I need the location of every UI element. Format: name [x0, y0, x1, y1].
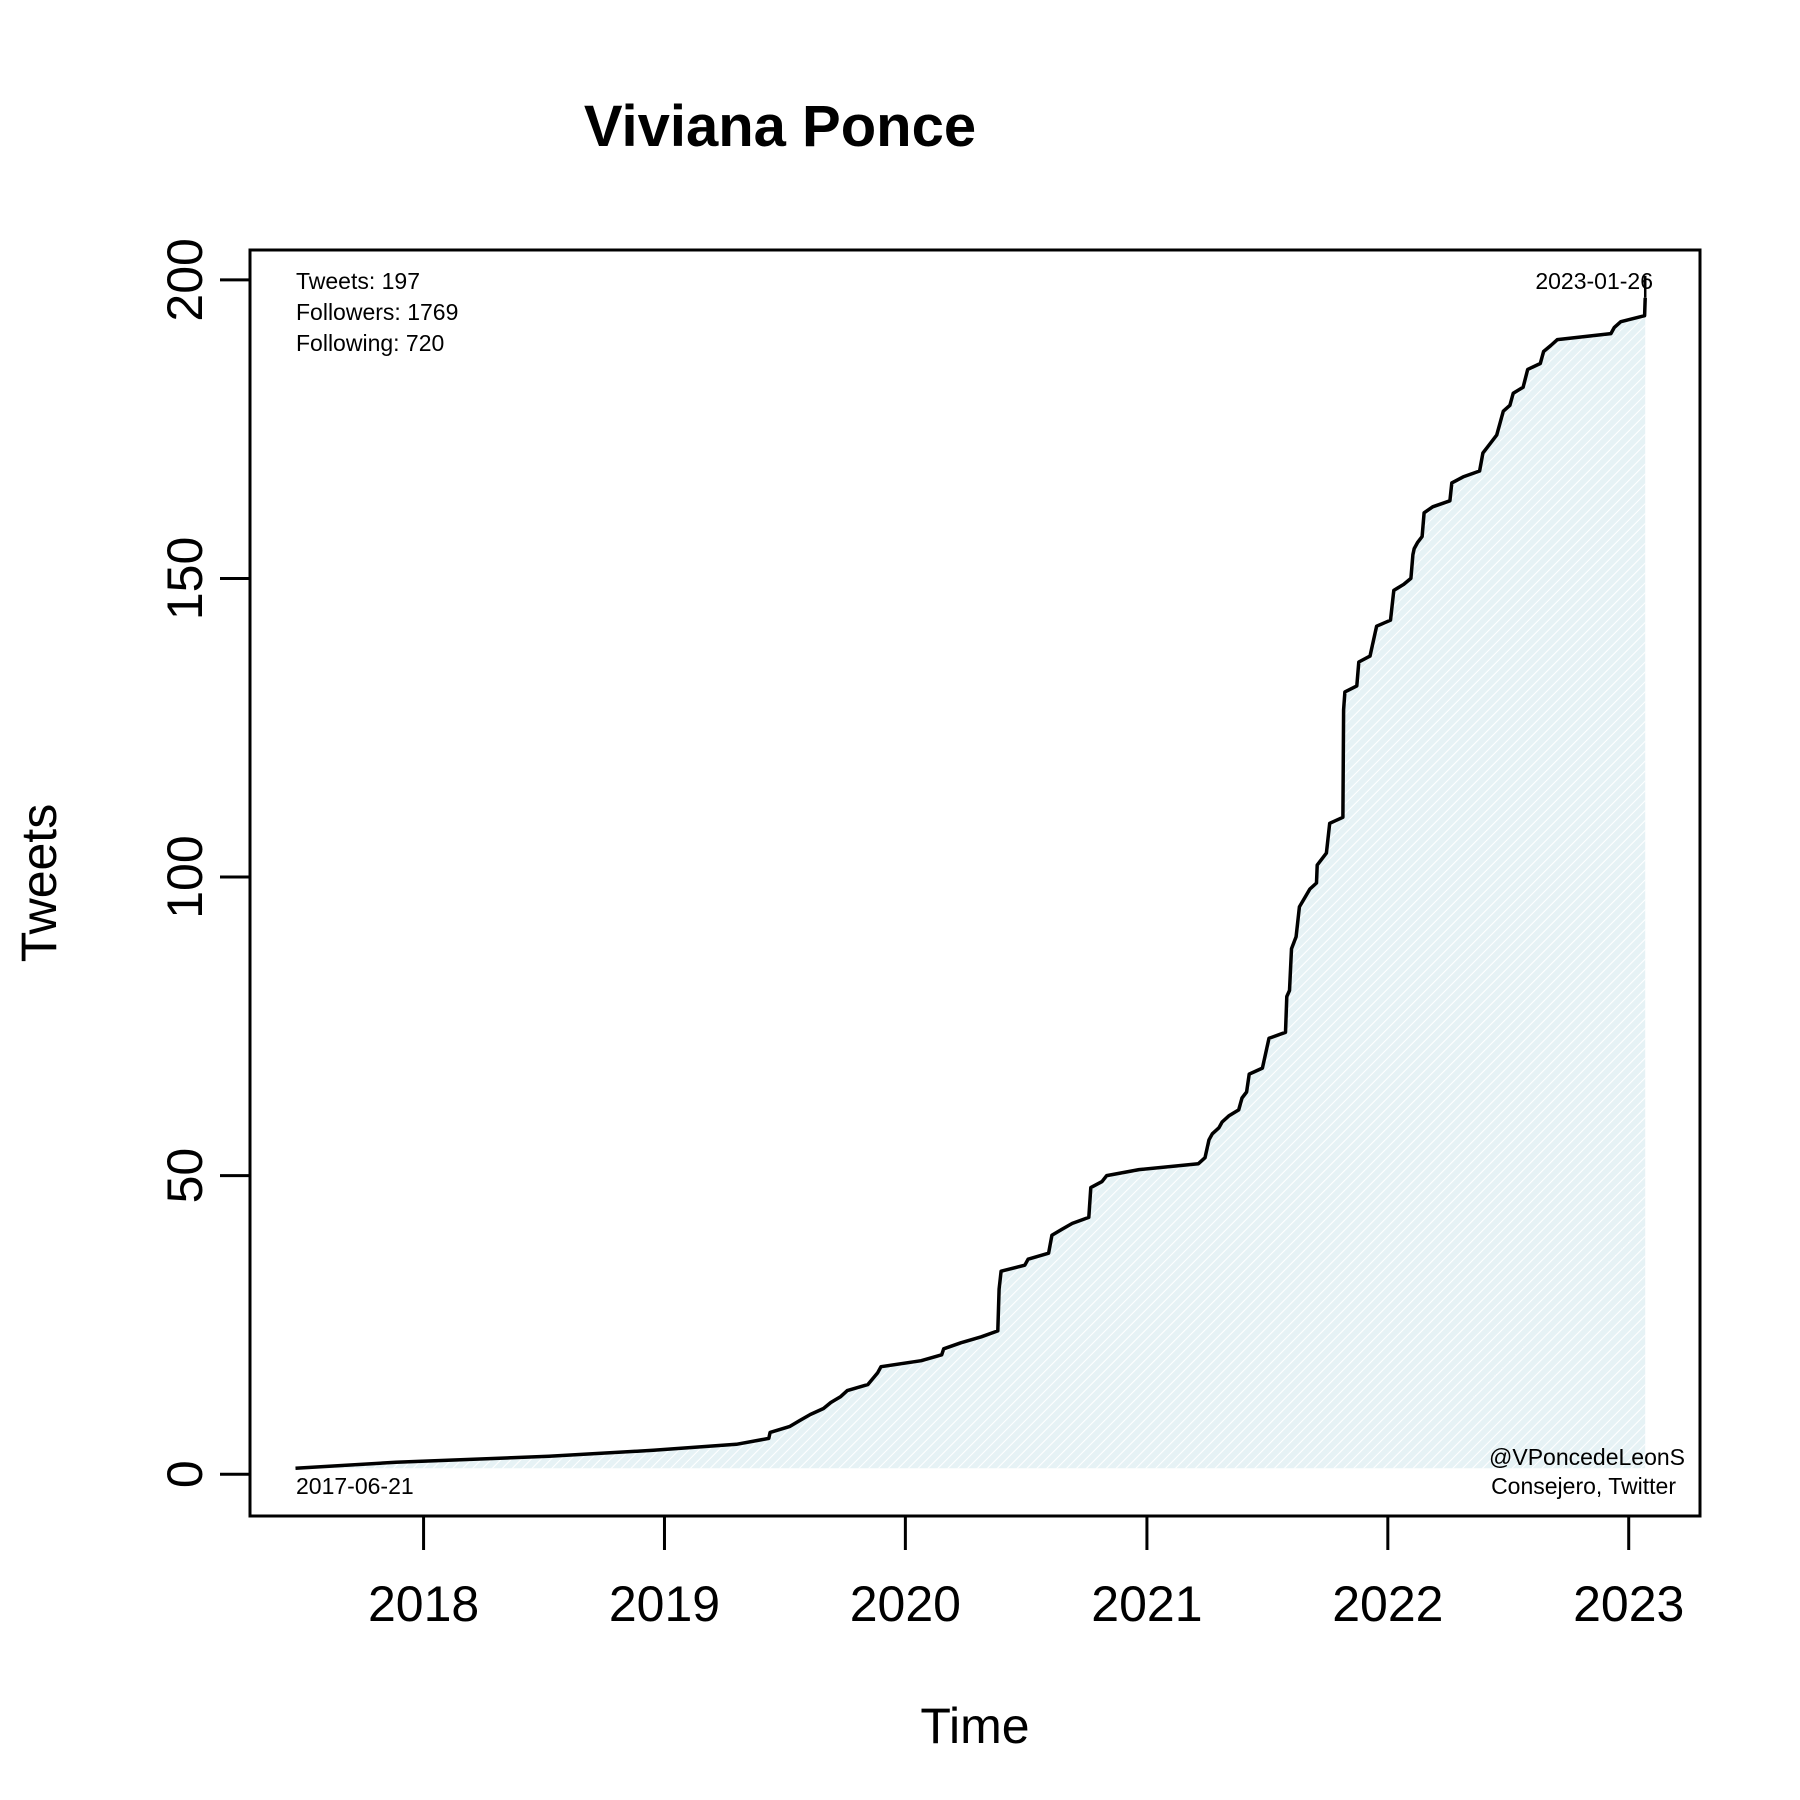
series-layer [295, 275, 1647, 1470]
y-axis-title: Tweets [11, 804, 67, 962]
plot-frame [248, 248, 1702, 1518]
y-tick-label: 200 [157, 238, 213, 321]
end-date-label: 2023-01-26 [1535, 268, 1653, 294]
x-tick-label: 2021 [1091, 1576, 1202, 1632]
x-tick-label: 2022 [1332, 1576, 1443, 1632]
x-axis-title: Time [920, 1698, 1029, 1754]
series-line [295, 297, 1647, 1470]
y-tick-label: 150 [157, 537, 213, 620]
y-tick-label: 100 [157, 835, 213, 918]
x-tick-label: 2019 [609, 1576, 720, 1632]
handle-label: @VPoncedeLeonS [1489, 1444, 1685, 1470]
chart-title: Viviana Ponce [584, 94, 976, 159]
x-tick-label: 2018 [368, 1576, 479, 1632]
start-date-label: 2017-06-21 [296, 1473, 414, 1499]
stats-tweets: Tweets: 197 [296, 268, 420, 294]
area-hatch [295, 297, 1646, 1469]
x-tick-label: 2020 [850, 1576, 961, 1632]
y-axis: 0 50 100 150 200 [157, 238, 250, 1488]
x-tick-label: 2023 [1573, 1576, 1684, 1632]
x-axis: 2018 2019 2020 2021 2022 2023 [368, 1516, 1684, 1632]
y-tick-label: 50 [157, 1148, 213, 1204]
stats-followers: Followers: 1769 [296, 299, 458, 325]
source-label: Consejero, Twitter [1491, 1473, 1676, 1499]
stats-following: Following: 720 [296, 330, 444, 356]
y-tick-label: 0 [157, 1460, 213, 1488]
